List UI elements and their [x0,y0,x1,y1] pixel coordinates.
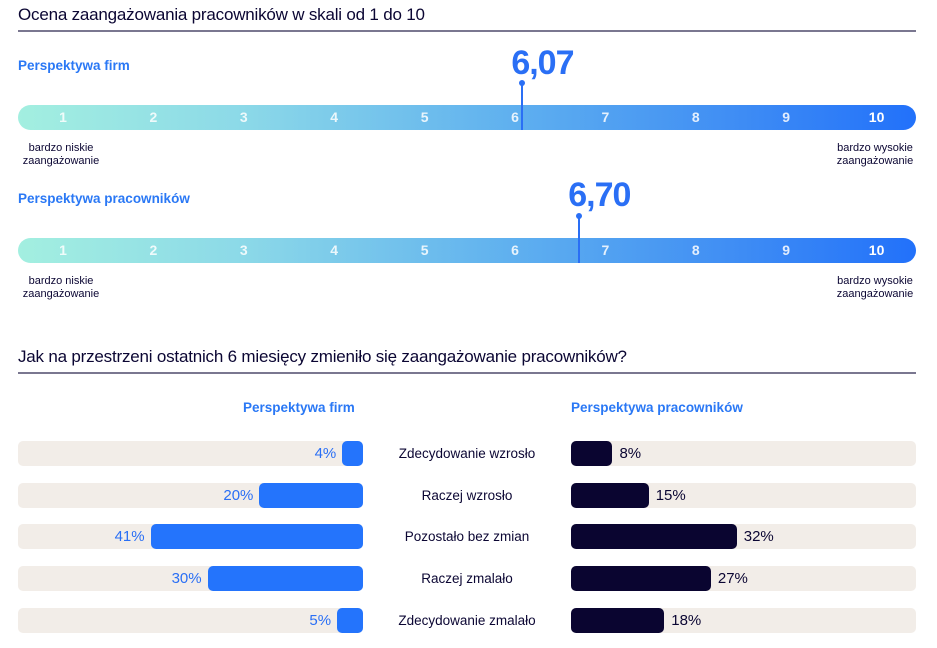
scale-tick-label: 9 [782,109,791,125]
scale-tick-label: 7 [601,242,610,258]
bar-value-label-employees: 8% [619,445,642,462]
section-divider [18,30,916,32]
high-end-label-line: bardzo wysokie [837,275,913,287]
scale-tick-label: 4 [330,109,339,125]
bar-firms [207,566,363,591]
bar-value-label-firms: 30% [171,570,202,587]
scale-tick-label: 7 [601,109,610,125]
high-end-label-line: zaangażowanie [836,288,914,300]
scale-tick-label: 6 [511,242,519,258]
value-marker-line [521,82,523,130]
category-label: Zdecydowanie wzrosło [398,446,536,461]
bar-firms [259,483,363,508]
bar-value-label-firms: 41% [114,528,145,545]
scale-series-label: Perspektywa pracowników [18,191,190,206]
bar-value-label-firms: 5% [309,612,332,629]
section-divider [18,372,916,374]
bar-value-label-employees: 15% [655,487,686,504]
bar-value-label-employees: 18% [671,612,702,629]
value-label: 6,07 [511,44,574,82]
scale-tick-label: 8 [691,109,700,125]
scale-tick-label: 1 [59,109,67,125]
bar-value-label-employees: 27% [717,570,748,587]
high-end-label-line: zaangażowanie [836,155,914,167]
bar-value-label-employees: 32% [743,528,774,545]
value-marker-line [578,215,580,263]
value-marker-dot [519,80,526,86]
scale-tick-label: 8 [691,242,700,258]
scale-tick-label: 10 [868,109,885,125]
column-header-employees: Perspektywa pracowników [571,400,743,415]
bar-value-label-firms: 20% [223,487,254,504]
high-end-label: bardzo wysokie zaangażowanie [830,275,920,301]
scale-tick-label: 5 [420,109,429,125]
value-label: 6,70 [568,176,631,214]
column-header-firms: Perspektywa firm [243,400,355,415]
scale-tick-label: 2 [149,242,158,258]
bar-firms [342,441,363,466]
bar-track-firms [18,441,363,466]
bar-employees [571,608,665,633]
scale-bar: 1 2 3 4 5 6 7 8 9 10 [18,238,916,263]
scale-tick-label: 2 [149,109,158,125]
high-end-label-line: bardzo wysokie [837,142,913,154]
bar-employees [571,566,711,591]
low-end-label: bardzo niskie zaangażowanie [18,275,104,301]
high-end-label: bardzo wysokie zaangażowanie [830,142,920,168]
scale-tick-label: 3 [239,242,248,258]
low-end-label-line: zaangażowanie [22,288,100,300]
scale-tick-label: 9 [782,242,791,258]
low-end-label-line: bardzo niskie [28,142,94,154]
category-label: Raczej zmalało [421,571,513,586]
bar-track-firms [18,608,363,633]
scale-bar: 1 2 3 4 5 6 7 8 9 10 [18,105,916,130]
bar-employees [571,524,737,549]
category-label: Pozostało bez zmian [404,529,530,544]
low-end-label-line: bardzo niskie [28,275,94,287]
category-label: Zdecydowanie zmalało [398,613,536,628]
bar-firms [150,524,363,549]
bar-track-employees [571,441,916,466]
bar-value-label-firms: 4% [314,445,337,462]
low-end-label-line: zaangażowanie [22,155,100,167]
bar-firms [337,608,363,633]
scale-tick-label: 6 [511,109,519,125]
bar-employees [571,441,613,466]
low-end-label: bardzo niskie zaangażowanie [18,142,104,168]
change-section-title: Jak na przestrzeni ostatnich 6 miesięcy … [18,347,627,366]
scale-section-title: Ocena zaangażowania pracowników w skali … [18,5,425,24]
bar-employees [571,483,649,508]
category-label: Raczej wzrosło [421,488,513,503]
value-marker-dot [575,213,582,219]
scale-tick-label: 3 [239,109,248,125]
scale-tick-label: 4 [330,242,339,258]
scale-tick-label: 10 [868,242,885,258]
scale-tick-label: 1 [59,242,67,258]
scale-tick-label: 5 [420,242,429,258]
scale-series-label: Perspektywa firm [18,58,130,73]
